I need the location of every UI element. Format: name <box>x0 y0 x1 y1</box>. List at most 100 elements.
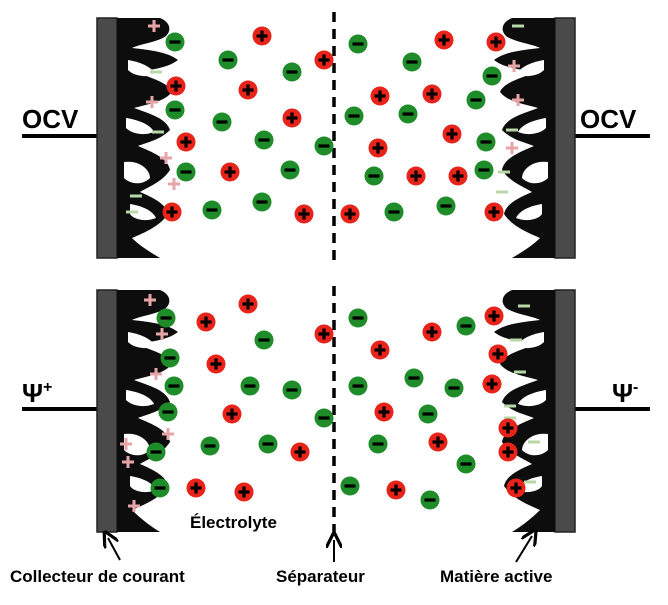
left-terminal-label: Ψ+ <box>22 378 52 408</box>
surface-minus-icon <box>498 170 510 174</box>
left-pore <box>128 332 156 349</box>
left-pore <box>130 476 156 493</box>
cation-icon <box>370 340 390 360</box>
left-pore <box>130 204 156 221</box>
surface-minus-icon <box>514 370 526 374</box>
surface-minus-icon <box>506 128 518 132</box>
anion-icon <box>156 308 176 328</box>
collector-label: Collecteur de courant <box>10 567 185 586</box>
cation-icon <box>220 162 240 182</box>
anion-icon <box>402 52 422 72</box>
anion-icon <box>476 132 496 152</box>
cation-icon <box>486 32 506 52</box>
arrow-icon <box>108 538 121 561</box>
cation-icon <box>238 80 258 100</box>
right-active-material <box>494 18 555 258</box>
surface-plus-icon <box>160 152 172 164</box>
surface-plus-icon <box>128 500 140 512</box>
left-active-material <box>117 18 178 258</box>
cation-icon <box>498 418 518 438</box>
cation-icon <box>282 108 302 128</box>
electrolyte-label: Électrolyte <box>190 513 277 532</box>
surface-minus-icon <box>126 210 138 214</box>
surface-minus-icon <box>512 24 524 28</box>
anion-icon <box>165 100 185 120</box>
anion-icon <box>456 454 476 474</box>
surface-minus-icon <box>152 130 164 134</box>
electrolyte-ions <box>162 26 506 224</box>
cation-icon <box>368 138 388 158</box>
right-current-collector <box>554 289 576 533</box>
anion-icon <box>474 160 494 180</box>
cation-icon <box>422 84 442 104</box>
anion-icon <box>258 434 278 454</box>
left-pore <box>126 118 154 135</box>
anion-icon <box>280 160 300 180</box>
anion-icon <box>200 436 220 456</box>
anion-icon <box>150 478 170 498</box>
anion-icon <box>364 166 384 186</box>
surface-minus-icon <box>504 404 516 408</box>
active-material-label: Matière active <box>440 567 552 586</box>
cation-icon <box>186 478 206 498</box>
cation-icon <box>314 50 334 70</box>
surface-minus-icon <box>518 304 530 308</box>
cation-icon <box>176 132 196 152</box>
anion-icon <box>466 90 486 110</box>
anion-icon <box>404 368 424 388</box>
cation-icon <box>422 322 442 342</box>
right-pore <box>518 118 546 135</box>
surface-plus-icon <box>144 294 156 306</box>
anion-icon <box>158 402 178 422</box>
anion-icon <box>348 34 368 54</box>
anion-icon <box>202 200 222 220</box>
surface-minus-icon <box>524 480 536 484</box>
surface-charges <box>120 294 540 512</box>
cation-icon <box>482 374 502 394</box>
cation-icon <box>506 478 526 498</box>
surface-plus-icon <box>168 178 180 190</box>
electrolyte-ions <box>146 294 526 510</box>
anion-icon <box>240 376 260 396</box>
cation-icon <box>484 306 504 326</box>
anion-icon <box>314 408 334 428</box>
anion-icon <box>314 136 334 156</box>
left-terminal-label: OCV <box>22 104 79 134</box>
anion-icon <box>348 308 368 328</box>
anion-icon <box>164 376 184 396</box>
anion-icon <box>165 32 185 52</box>
anion-icon <box>384 202 404 222</box>
surface-plus-icon <box>150 368 162 380</box>
right-pore <box>522 161 548 184</box>
cation-icon <box>374 402 394 422</box>
right-current-collector <box>554 17 576 259</box>
cation-icon <box>428 432 448 452</box>
surface-minus-icon <box>504 416 516 420</box>
cation-icon <box>196 312 216 332</box>
left-pore <box>124 161 150 184</box>
cation-icon <box>162 202 182 222</box>
right-terminal-label: Ψ- <box>612 378 638 408</box>
cation-icon <box>290 442 310 462</box>
right-terminal-label: OCV <box>580 104 637 134</box>
anion-icon <box>282 62 302 82</box>
surface-plus-icon <box>508 60 520 72</box>
cation-icon <box>386 480 406 500</box>
anion-icon <box>398 104 418 124</box>
anion-icon <box>254 130 274 150</box>
surface-plus-icon <box>506 142 518 154</box>
anion-icon <box>420 490 440 510</box>
anion-icon <box>218 50 238 70</box>
surface-minus-icon <box>528 440 540 444</box>
surface-plus-icon <box>156 328 168 340</box>
cation-icon <box>442 124 462 144</box>
anion-icon <box>160 348 180 368</box>
anion-icon <box>252 192 272 212</box>
surface-charges <box>126 20 524 214</box>
surface-plus-icon <box>162 428 174 440</box>
cation-icon <box>314 324 334 344</box>
anion-icon <box>368 434 388 454</box>
cation-icon <box>406 166 426 186</box>
anion-icon <box>344 106 364 126</box>
